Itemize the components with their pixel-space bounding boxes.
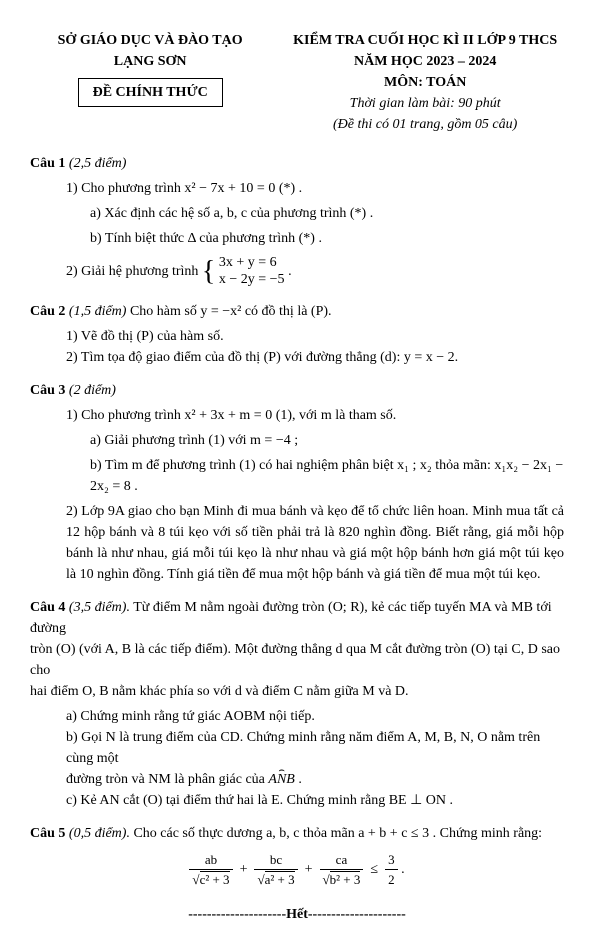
- q1-title: Câu 1: [30, 156, 65, 171]
- q3-part2: 2) Lớp 9A giao cho bạn Minh đi mua bánh …: [66, 501, 564, 585]
- frac2-rad: a² + 3: [265, 871, 295, 887]
- q1-part2: 2) Giải hệ phương trình { 3x + y = 6 x −…: [66, 255, 564, 289]
- q4-title: Câu 4: [30, 600, 65, 615]
- q4-parta: a) Chứng minh rằng tứ giác AOBM nội tiếp…: [66, 706, 564, 727]
- frac1-num: ab: [189, 850, 232, 871]
- q4-lead2: tròn (O) (với A, B là các tiếp điểm). Mộ…: [30, 639, 564, 681]
- q5-inequality: ab √c² + 3 + bc √a² + 3 + ca √b² + 3 ≤ 3…: [30, 850, 564, 890]
- q4-partc: c) Kẻ AN cắt (O) tại điểm thứ hai là E. …: [66, 790, 564, 811]
- q4-lead3: hai điểm O, B nằm khác phía so với d và …: [30, 681, 564, 702]
- q2-points: (1,5 điểm): [69, 304, 127, 319]
- q2-part2: 2) Tìm tọa độ giao điểm của đồ thị (P) v…: [66, 347, 564, 368]
- brace-icon: {: [202, 259, 215, 284]
- q2-part1: 1) Vẽ đồ thị (P) của hàm số.: [66, 326, 564, 347]
- authority-line1: SỞ GIÁO DỤC VÀ ĐÀO TẠO: [30, 30, 270, 51]
- frac3-den: √b² + 3: [320, 870, 364, 890]
- duration: Thời gian làm bài: 90 phút: [286, 93, 564, 114]
- frac2-num: bc: [254, 850, 297, 871]
- q1-sys-row1: 3x + y = 6: [219, 255, 285, 272]
- q1-part1b: b) Tính biệt thức Δ của phương trình (*)…: [90, 228, 564, 249]
- rhs-num: 3: [385, 850, 398, 871]
- q2-lead: Cho hàm số y = −x² có đồ thị là (P).: [130, 304, 332, 319]
- page-info: (Đề thi có 01 trang, gồm 05 câu): [286, 114, 564, 135]
- official-box: ĐỀ CHÍNH THỨC: [78, 78, 223, 107]
- frac1-rad: c² + 3: [200, 871, 230, 887]
- end-marker: ---------------------Hết----------------…: [30, 904, 564, 925]
- q3-title: Câu 3: [30, 383, 65, 398]
- q5-points: (0,5 điểm).: [69, 826, 130, 841]
- frac1-den: √c² + 3: [189, 870, 232, 890]
- q4-partb2-lead: đường tròn và NM là phân giác của: [66, 772, 268, 787]
- frac3-rad: b² + 3: [330, 871, 361, 887]
- exam-title: KIỂM TRA CUỐI HỌC KÌ II LỚP 9 THCS: [286, 30, 564, 51]
- question-2: Câu 2 (1,5 điểm) Cho hàm số y = −x² có đ…: [30, 301, 564, 368]
- q5-title: Câu 5: [30, 826, 65, 841]
- frac2-den: √a² + 3: [254, 870, 297, 890]
- angle-anb: ⌢ ANB: [268, 769, 294, 790]
- rhs-den: 2: [385, 870, 398, 890]
- q1-sys-row2: x − 2y = −5: [219, 272, 285, 289]
- authority-line2: LẠNG SƠN: [30, 51, 270, 72]
- frac-1: ab √c² + 3: [189, 850, 232, 890]
- subject: MÔN: TOÁN: [286, 72, 564, 93]
- q4-points: (3,5 điểm).: [69, 600, 130, 615]
- exam-header: SỞ GIÁO DỤC VÀ ĐÀO TẠO LẠNG SƠN ĐỀ CHÍNH…: [30, 30, 564, 135]
- q3-part1b: b) Tìm m để phương trình (1) có hai nghi…: [90, 455, 564, 497]
- frac-2: bc √a² + 3: [254, 850, 297, 890]
- q5-lead: Cho các số thực dương a, b, c thỏa mãn a…: [133, 826, 542, 841]
- question-5: Câu 5 (0,5 điểm). Cho các số thực dương …: [30, 823, 564, 890]
- q4-partb-line2: đường tròn và NM là phân giác của ⌢ ANB …: [66, 769, 564, 790]
- q1-points: (2,5 điểm): [69, 156, 127, 171]
- q4-partb2-end: .: [298, 772, 302, 787]
- school-year: NĂM HỌC 2023 – 2024: [286, 51, 564, 72]
- q1-part1: 1) Cho phương trình x² − 7x + 10 = 0 (*)…: [66, 178, 564, 199]
- frac-rhs: 3 2: [385, 850, 398, 890]
- q3-part1a: a) Giải phương trình (1) với m = −4 ;: [90, 430, 564, 451]
- question-3: Câu 3 (2 điểm) 1) Cho phương trình x² + …: [30, 380, 564, 585]
- q1-part2-lead: 2) Giải hệ phương trình: [66, 264, 198, 279]
- q2-title: Câu 2: [30, 304, 65, 319]
- q1-part1a: a) Xác định các hệ số a, b, c của phương…: [90, 203, 564, 224]
- q3-points: (2 điểm): [69, 383, 116, 398]
- q3-part1: 1) Cho phương trình x² + 3x + m = 0 (1),…: [66, 405, 564, 426]
- q4-partb: b) Gọi N là trung điểm của CD. Chứng min…: [66, 727, 564, 769]
- question-1: Câu 1 (2,5 điểm) 1) Cho phương trình x² …: [30, 153, 564, 289]
- header-right: KIỂM TRA CUỐI HỌC KÌ II LỚP 9 THCS NĂM H…: [286, 30, 564, 135]
- question-4: Câu 4 (3,5 điểm). Từ điểm M nằm ngoài đư…: [30, 597, 564, 811]
- frac3-num: ca: [320, 850, 364, 871]
- header-left: SỞ GIÁO DỤC VÀ ĐÀO TẠO LẠNG SƠN ĐỀ CHÍNH…: [30, 30, 270, 135]
- q1-system: 3x + y = 6 x − 2y = −5: [219, 255, 285, 289]
- frac-3: ca √b² + 3: [320, 850, 364, 890]
